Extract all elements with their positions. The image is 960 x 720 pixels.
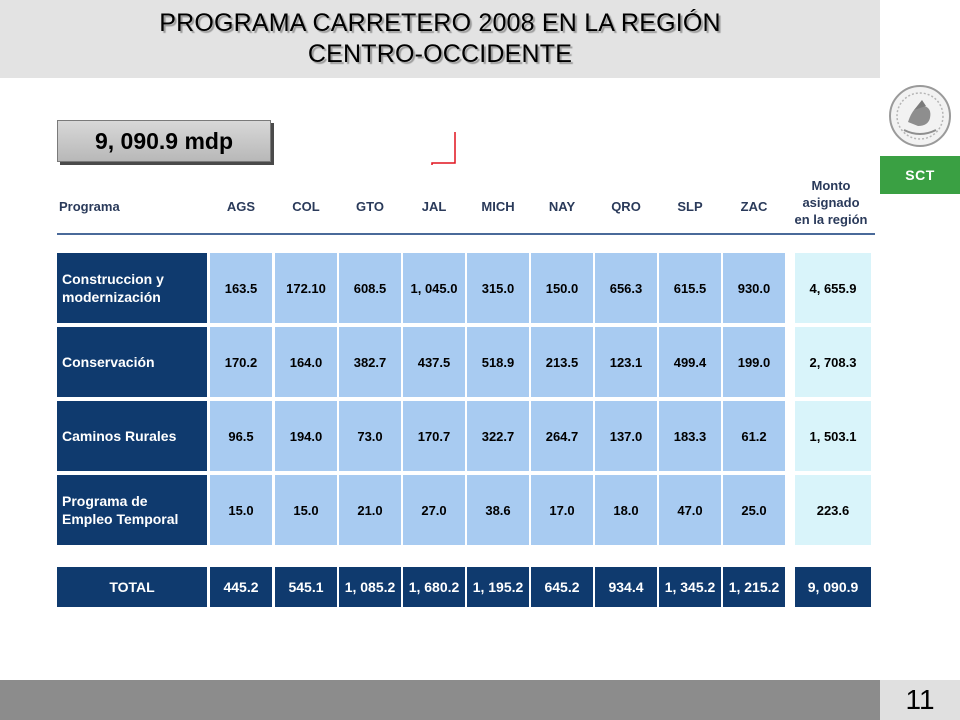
total-amount-box: 9, 090.9 mdp <box>57 120 271 162</box>
row-label-line: Empleo Temporal <box>62 511 179 527</box>
value-cell-ags: 15.0 <box>210 475 272 545</box>
title-bar <box>0 0 880 78</box>
value-cell-qro: 18.0 <box>595 475 657 545</box>
value-cell-slp: 47.0 <box>659 475 721 545</box>
row-label: Conservación <box>57 327 207 397</box>
value-cell-mich: 38.6 <box>467 475 529 545</box>
row-label-line: Caminos Rurales <box>62 428 177 444</box>
header-monto-line: en la región <box>794 212 868 227</box>
total-cell-zac: 1, 215.2 <box>723 567 785 607</box>
value-cell-mich: 518.9 <box>467 327 529 397</box>
monto-cell: 2, 708.3 <box>795 327 871 397</box>
sct-badge: SCT <box>880 156 960 194</box>
value-cell-col: 164.0 <box>275 327 337 397</box>
monto-cell: 223.6 <box>795 475 871 545</box>
value-cell-mich: 315.0 <box>467 253 529 323</box>
row-label-text: Programa de Empleo Temporal <box>62 492 178 528</box>
value-cell-nay: 213.5 <box>531 327 593 397</box>
header-state-ags: AGS <box>226 199 256 214</box>
value-cell-ags: 163.5 <box>210 253 272 323</box>
header-state-zac: ZAC <box>740 199 768 214</box>
total-monto-cell: 9, 090.9 <box>795 567 871 607</box>
total-cell-mich: 1, 195.2 <box>467 567 529 607</box>
total-cell-slp: 1, 345.2 <box>659 567 721 607</box>
title-line-1: PROGRAMA CARRETERO 2008 EN LA REGIÓN <box>159 9 721 37</box>
monto-cell: 1, 503.1 <box>795 401 871 471</box>
value-cell-ags: 96.5 <box>210 401 272 471</box>
value-cell-jal: 27.0 <box>403 475 465 545</box>
value-cell-zac: 25.0 <box>723 475 785 545</box>
value-cell-qro: 137.0 <box>595 401 657 471</box>
footer-bar <box>0 680 880 720</box>
header-monto-line: asignado <box>802 195 860 210</box>
header-monto: Monto asignado en la región <box>787 177 875 231</box>
row-label: Programa de Empleo Temporal <box>57 475 207 545</box>
header-state-slp: SLP <box>677 199 703 214</box>
row-label-line: modernización <box>62 289 161 305</box>
value-cell-col: 194.0 <box>275 401 337 471</box>
slide-title: PROGRAMA CARRETERO 2008 EN LA REGIÓN CEN… <box>0 8 880 70</box>
header-program: Programa <box>59 199 120 214</box>
value-cell-zac: 930.0 <box>723 253 785 323</box>
budget-table: Programa AGS COL GTO JAL MICH NAY QRO SLP ZAC Mont… <box>55 165 875 615</box>
value-cell-slp: 183.3 <box>659 401 721 471</box>
total-cell-gto: 1, 085.2 <box>339 567 401 607</box>
value-cell-mich: 322.7 <box>467 401 529 471</box>
value-cell-slp: 499.4 <box>659 327 721 397</box>
total-label: TOTAL <box>57 567 207 607</box>
value-cell-jal: 437.5 <box>403 327 465 397</box>
value-cell-col: 172.10 <box>275 253 337 323</box>
row-label-text: Construccion y modernización <box>62 270 164 306</box>
value-cell-nay: 150.0 <box>531 253 593 323</box>
value-cell-zac: 61.2 <box>723 401 785 471</box>
header-divider <box>57 233 875 235</box>
total-cell-qro: 934.4 <box>595 567 657 607</box>
value-cell-nay: 17.0 <box>531 475 593 545</box>
value-cell-jal: 1, 045.0 <box>403 253 465 323</box>
value-cell-jal: 170.7 <box>403 401 465 471</box>
title-line-2: CENTRO-OCCIDENTE <box>307 40 573 68</box>
value-cell-gto: 73.0 <box>339 401 401 471</box>
row-label-line: Programa de <box>62 493 148 509</box>
row-label-text: Conservación <box>62 353 155 371</box>
page-number: 11 <box>880 680 960 720</box>
row-label: Construccion y modernización <box>57 253 207 323</box>
value-cell-zac: 199.0 <box>723 327 785 397</box>
header-state-jal: JAL <box>421 199 447 214</box>
total-cell-ags: 445.2 <box>210 567 272 607</box>
header-monto-line: Monto <box>811 178 851 193</box>
header-state-mich: MICH <box>481 199 515 214</box>
header-state-nay: NAY <box>548 199 576 214</box>
monto-cell: 4, 655.9 <box>795 253 871 323</box>
coat-of-arms-icon <box>884 82 956 150</box>
table-header: Programa AGS COL GTO JAL MICH NAY QRO SLP ZAC Mont… <box>55 165 875 235</box>
value-cell-gto: 608.5 <box>339 253 401 323</box>
total-cell-jal: 1, 680.2 <box>403 567 465 607</box>
value-cell-slp: 615.5 <box>659 253 721 323</box>
row-label-line: Construccion y <box>62 271 164 287</box>
value-cell-gto: 21.0 <box>339 475 401 545</box>
value-cell-ags: 170.2 <box>210 327 272 397</box>
value-cell-nay: 264.7 <box>531 401 593 471</box>
total-cell-col: 545.1 <box>275 567 337 607</box>
value-cell-qro: 656.3 <box>595 253 657 323</box>
value-cell-qro: 123.1 <box>595 327 657 397</box>
row-label-text: Caminos Rurales <box>62 427 176 445</box>
value-cell-gto: 382.7 <box>339 327 401 397</box>
row-label-line: Conservación <box>62 354 155 370</box>
header-state-col: COL <box>292 199 320 214</box>
header-state-gto: GTO <box>356 199 384 214</box>
row-label: Caminos Rurales <box>57 401 207 471</box>
value-cell-col: 15.0 <box>275 475 337 545</box>
total-cell-nay: 645.2 <box>531 567 593 607</box>
header-state-qro: QRO <box>611 199 641 214</box>
